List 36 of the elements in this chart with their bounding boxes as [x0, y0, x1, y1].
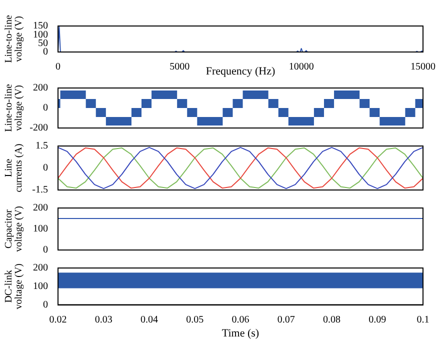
x-axis-title: Frequency (Hz)	[206, 65, 276, 78]
y-tick-label: 200	[33, 82, 48, 94]
x-tick-label: 0	[56, 62, 60, 73]
x-tick-label: 15000	[410, 62, 436, 73]
y-tick-label: 0	[43, 162, 48, 174]
y-tick-label: 0	[43, 299, 48, 310]
y-tick-label: 200	[33, 262, 48, 274]
x-tick-label: 0.02	[49, 314, 67, 326]
y-tick-label: 1.5	[36, 140, 48, 152]
y-tick-label: 0	[43, 244, 48, 256]
x-tick-label: 0.03	[94, 314, 112, 326]
y-tick-label: 0	[43, 46, 48, 58]
y-tick-label: 100	[33, 224, 48, 235]
x-tick-label: 0.06	[232, 314, 250, 326]
y-axis-title: DC-link voltage (V)	[4, 263, 25, 310]
y-axis-title: Line-to-line voltage (V)	[4, 14, 25, 63]
x-tick-label: 0.07	[277, 314, 295, 326]
y-tick-label: -1.5	[32, 184, 48, 196]
y-tick-label: 100	[33, 29, 48, 40]
x-tick-label: 0.08	[323, 314, 340, 326]
y-tick-label: 0	[43, 102, 48, 114]
x-tick-label: 0.1	[416, 314, 430, 326]
y-tick-label: 50	[38, 38, 48, 49]
y-axis-title: Line-to-line voltage (V)	[4, 84, 25, 132]
x-tick-label: 5000	[170, 62, 190, 73]
y-tick-label: -200	[30, 122, 48, 134]
x-tick-label: 10000	[288, 62, 314, 73]
y-tick-label: 100	[33, 281, 48, 292]
y-axis-title: Capacitor voltage (V)	[4, 206, 25, 252]
x-tick-label: 0.09	[368, 314, 386, 326]
y-axis-title: Line currents (A)	[4, 144, 25, 192]
x-tick-label: 0.05	[186, 314, 204, 326]
y-tick-label: 200	[33, 202, 48, 214]
x-axis-title: Time (s)	[222, 327, 260, 340]
y-tick-label: 150	[33, 20, 48, 32]
x-tick-label: 0.04	[140, 314, 158, 326]
